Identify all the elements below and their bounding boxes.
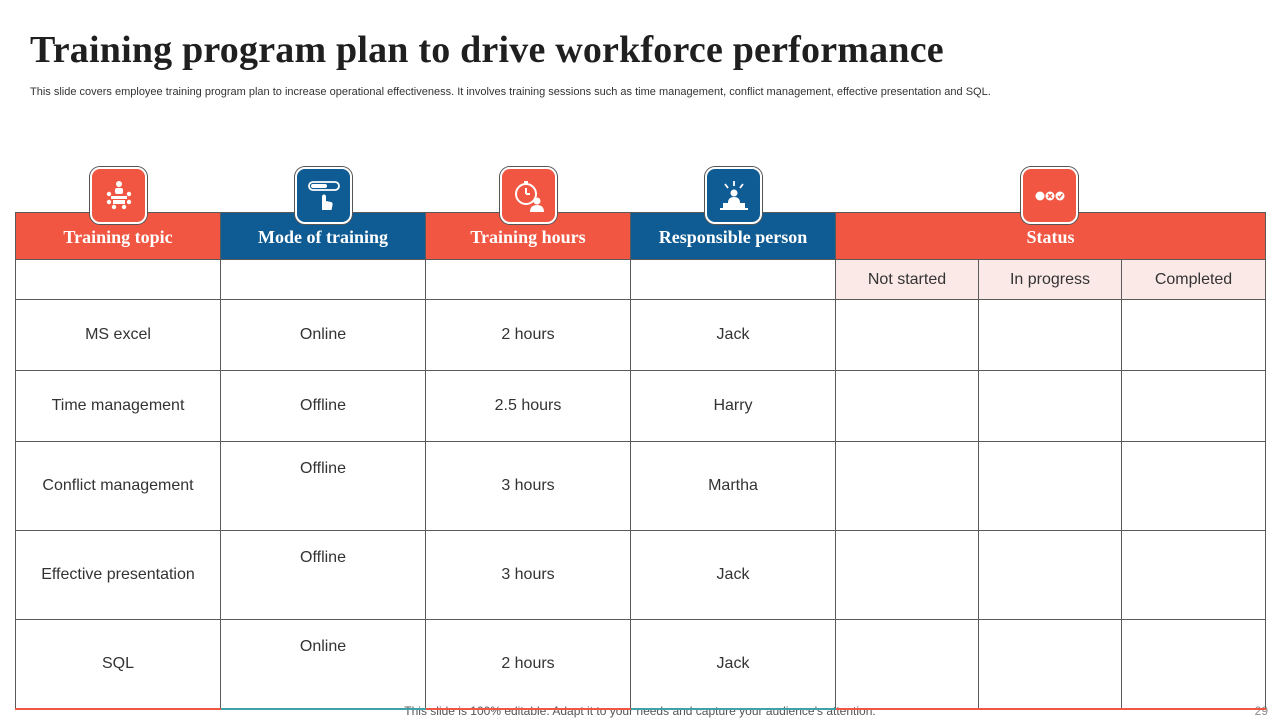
- status-not-started-header: Not started: [835, 259, 979, 300]
- table-row: MS excel Online 2 hours Jack: [15, 299, 1267, 371]
- hours-cell: 3 hours: [425, 530, 631, 620]
- status-not-started-cell: [835, 441, 979, 531]
- topic-cell: Effective presentation: [15, 530, 221, 620]
- mode-cell: Offline: [220, 370, 426, 442]
- person-cell: Jack: [630, 530, 836, 620]
- meeting-icon: [90, 167, 147, 224]
- status-not-started-cell: [835, 370, 979, 442]
- topic-cell: Conflict management: [15, 441, 221, 531]
- empty-cell: [630, 259, 836, 300]
- status-not-started-cell: [835, 619, 979, 710]
- table-row: SQL Online 2 hours Jack: [15, 619, 1267, 710]
- status-not-started-cell: [835, 299, 979, 371]
- status-in-progress-cell: [978, 530, 1122, 620]
- slide-subtitle: This slide covers employee training prog…: [30, 86, 991, 98]
- mode-cell: Offline: [220, 530, 426, 620]
- mode-cell: Online: [220, 299, 426, 371]
- hours-cell: 2.5 hours: [425, 370, 631, 442]
- status-in-progress-cell: [978, 299, 1122, 371]
- status-completed-cell: [1120, 370, 1267, 442]
- header-mode-of-training: Mode of training: [220, 212, 426, 260]
- topic-cell: Time management: [15, 370, 221, 442]
- person-cell: Harry: [630, 370, 836, 442]
- status-completed-cell: [1120, 299, 1267, 371]
- person-cell: Martha: [630, 441, 836, 531]
- person-cell: Jack: [630, 299, 836, 371]
- hours-cell: 2 hours: [425, 619, 631, 710]
- status-subheader-row: Not started In progress Completed: [15, 259, 1267, 300]
- table-row: Conflict management Offline 3 hours Mart…: [15, 441, 1267, 531]
- status-in-progress-cell: [978, 619, 1122, 710]
- status-in-progress-cell: [978, 441, 1122, 531]
- status-completed-cell: [1120, 530, 1267, 620]
- status-in-progress-cell: [978, 370, 1122, 442]
- stopwatch-person-icon: [500, 167, 557, 224]
- status-dots-icon: [1021, 167, 1078, 224]
- hours-cell: 3 hours: [425, 441, 631, 531]
- empty-cell: [220, 259, 426, 300]
- status-not-started-cell: [835, 530, 979, 620]
- training-plan-table: Training topic Mode of training Training…: [15, 212, 1267, 710]
- status-in-progress-header: In progress: [978, 259, 1122, 300]
- empty-cell: [425, 259, 631, 300]
- empty-cell: [15, 259, 221, 300]
- slide-title: Training program plan to drive workforce…: [30, 29, 944, 71]
- topic-cell: SQL: [15, 619, 221, 710]
- mode-cell: Online: [220, 619, 426, 710]
- presenter-icon: [705, 167, 762, 224]
- table-row: Effective presentation Offline 3 hours J…: [15, 530, 1267, 620]
- hours-cell: 2 hours: [425, 299, 631, 371]
- table-row: Time management Offline 2.5 hours Harry: [15, 370, 1267, 442]
- status-completed-header: Completed: [1120, 259, 1267, 300]
- click-toggle-icon: [295, 167, 352, 224]
- status-completed-cell: [1120, 441, 1267, 531]
- topic-cell: MS excel: [15, 299, 221, 371]
- person-cell: Jack: [630, 619, 836, 710]
- status-completed-cell: [1120, 619, 1267, 710]
- mode-cell: Offline: [220, 441, 426, 531]
